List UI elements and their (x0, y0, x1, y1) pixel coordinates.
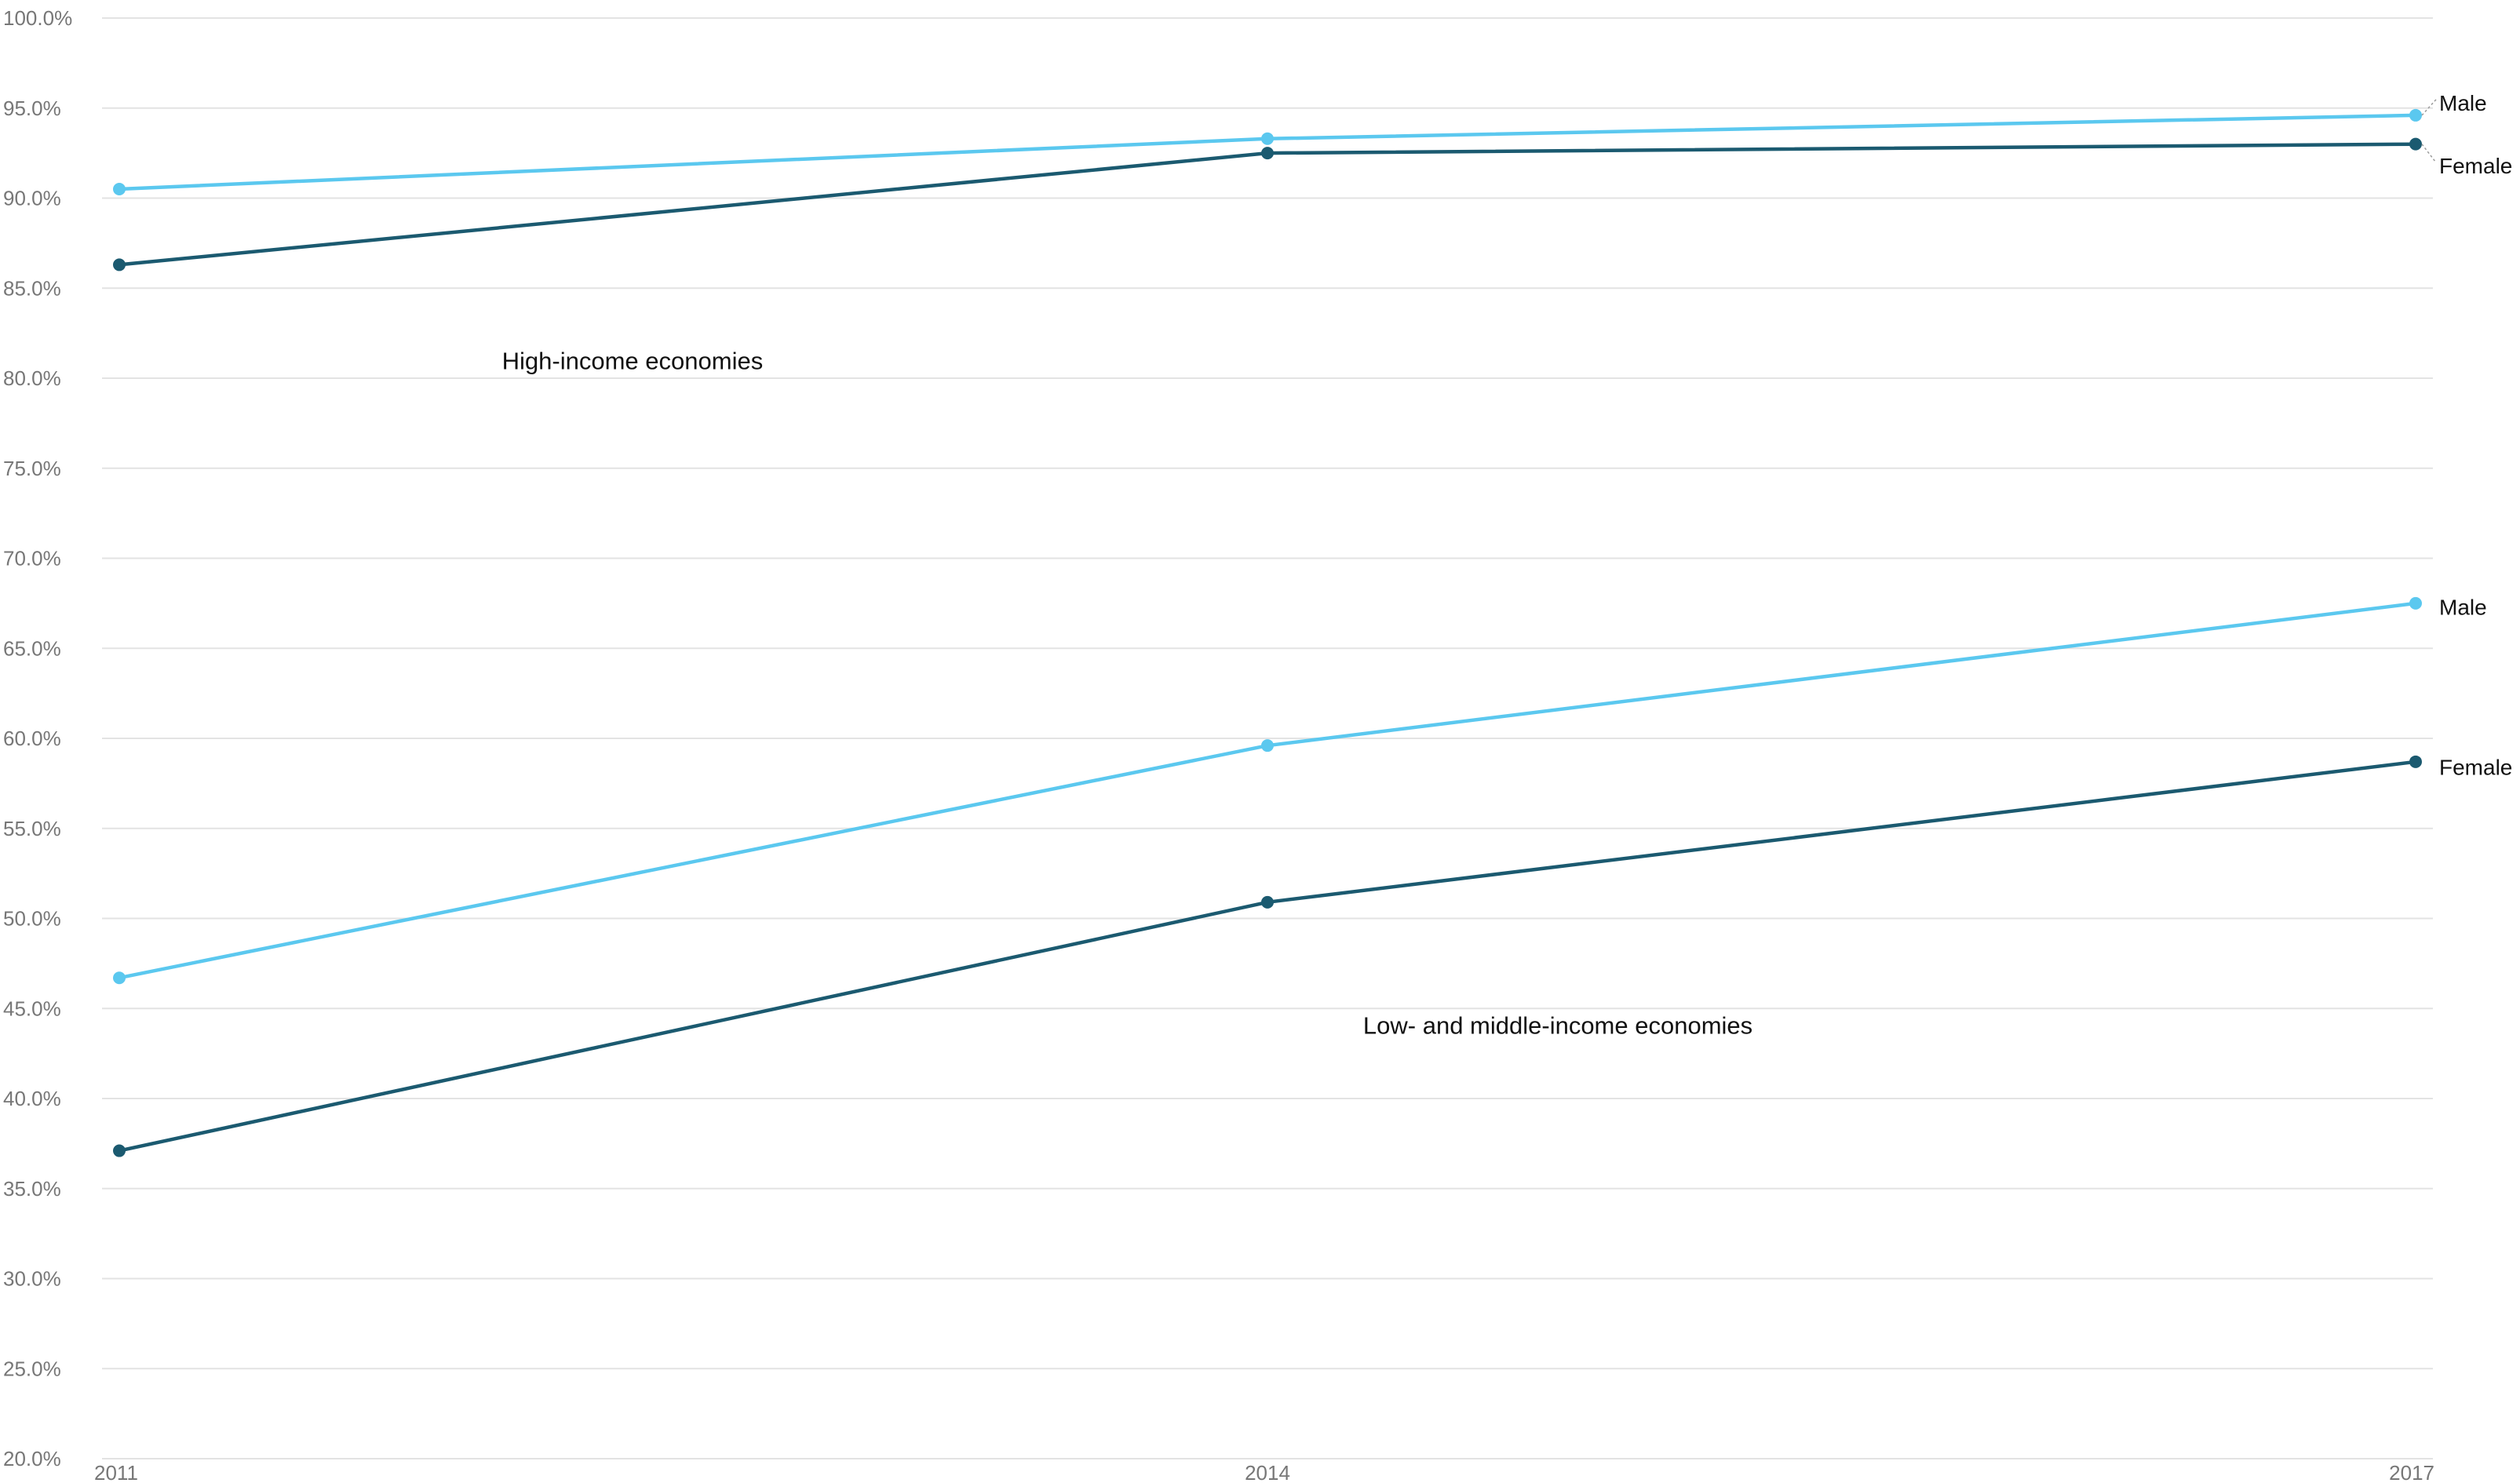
series-end-labels: Male Female Male Female (2421, 91, 2512, 780)
x-tick-label: 2014 (1245, 1461, 1290, 1483)
label-leader-line (2421, 144, 2437, 163)
data-point-high-income-male-2014 (1261, 132, 1274, 145)
y-tick-label: 55.0% (3, 817, 61, 840)
series-end-label-high-income-female: Female (2439, 154, 2512, 178)
series-end-label-high-income-male: Male (2439, 91, 2487, 115)
series-lines (117, 113, 2418, 1153)
series-line-low-middle-income-female (117, 760, 2418, 1153)
x-axis-ticks: 2011 2014 2017 (94, 1461, 2434, 1483)
x-tick-label: 2017 (2389, 1461, 2434, 1483)
y-tick-label: 25.0% (3, 1357, 61, 1380)
data-point-low-middle-income-female-2011 (113, 1144, 126, 1157)
data-point-high-income-female-2014 (1261, 147, 1274, 160)
y-tick-label: 95.0% (3, 97, 61, 120)
series-points (113, 108, 2422, 1157)
data-point-low-middle-income-male-2017 (2409, 596, 2422, 610)
label-leader-line (2421, 99, 2437, 116)
data-point-low-middle-income-female-2014 (1261, 895, 1274, 909)
annotation-low-middle-income: Low- and middle-income economies (1363, 1011, 1752, 1039)
data-point-high-income-female-2011 (113, 258, 126, 271)
x-tick-label: 2011 (94, 1461, 138, 1483)
y-tick-label: 80.0% (3, 366, 61, 390)
data-point-high-income-male-2011 (113, 183, 126, 196)
y-axis-ticks: 20.0% 25.0% 30.0% 35.0% 40.0% 45.0% 50.0% 55.0%… (3, 6, 72, 1470)
y-tick-label: 35.0% (3, 1177, 61, 1201)
annotations: High-income economies Low- and middle-inc… (502, 348, 1752, 1040)
series-end-label-low-middle-income-female: Female (2439, 756, 2512, 780)
series-line-high-income-female (117, 142, 2418, 267)
data-point-low-middle-income-female-2017 (2409, 755, 2422, 768)
y-tick-label: 65.0% (3, 636, 61, 660)
grid-lines (102, 17, 2433, 1459)
y-tick-label: 85.0% (3, 276, 61, 300)
y-tick-label: 50.0% (3, 907, 61, 931)
data-point-low-middle-income-male-2011 (113, 971, 126, 985)
data-point-high-income-male-2017 (2409, 108, 2422, 122)
y-tick-label: 20.0% (3, 1447, 61, 1470)
y-tick-label: 90.0% (3, 187, 61, 210)
y-tick-label: 30.0% (3, 1267, 61, 1291)
y-tick-label: 75.0% (3, 457, 61, 480)
series-end-label-low-middle-income-male: Male (2439, 595, 2487, 619)
y-tick-label: 100.0% (3, 6, 72, 30)
data-point-low-middle-income-male-2014 (1261, 739, 1274, 752)
y-tick-label: 40.0% (3, 1087, 61, 1110)
y-tick-label: 60.0% (3, 727, 61, 750)
annotation-high-income: High-income economies (502, 348, 764, 375)
y-tick-label: 70.0% (3, 547, 61, 570)
y-tick-label: 45.0% (3, 997, 61, 1020)
data-point-high-income-female-2017 (2409, 137, 2422, 151)
series-line-low-middle-income-male (117, 601, 2418, 980)
